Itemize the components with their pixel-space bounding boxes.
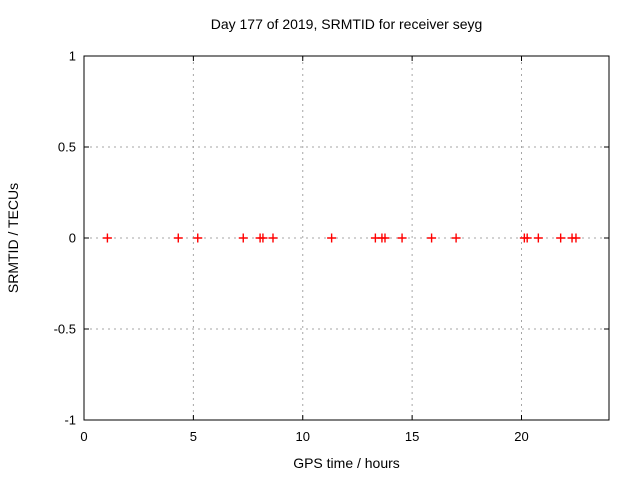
x-tick-label: 15 xyxy=(405,429,419,444)
x-tick-label: 0 xyxy=(80,429,87,444)
x-tick-label: 20 xyxy=(514,429,528,444)
data-point-marker xyxy=(533,233,543,243)
data-point-marker xyxy=(451,233,461,243)
x-tick-label: 10 xyxy=(296,429,310,444)
data-point-marker xyxy=(173,233,183,243)
x-tick-label: 5 xyxy=(190,429,197,444)
data-point-marker xyxy=(427,233,437,243)
y-tick-label: 0.5 xyxy=(58,140,76,155)
data-point-marker xyxy=(571,233,581,243)
data-point-marker xyxy=(522,233,532,243)
data-point-marker xyxy=(193,233,203,243)
data-point-marker xyxy=(268,233,278,243)
x-axis-label: GPS time / hours xyxy=(293,455,400,471)
data-point-marker xyxy=(258,233,268,243)
y-tick-label: -0.5 xyxy=(54,322,76,337)
data-point-marker xyxy=(397,233,407,243)
y-tick-label: 0 xyxy=(69,231,76,246)
data-point-marker xyxy=(102,233,112,243)
y-tick-label: -1 xyxy=(64,413,76,428)
data-point-marker xyxy=(327,233,337,243)
y-tick-label: 1 xyxy=(69,49,76,64)
chart-title: Day 177 of 2019, SRMTID for receiver sey… xyxy=(210,16,483,32)
data-point-marker xyxy=(380,233,390,243)
data-point-marker xyxy=(556,233,566,243)
data-point-marker xyxy=(238,233,248,243)
